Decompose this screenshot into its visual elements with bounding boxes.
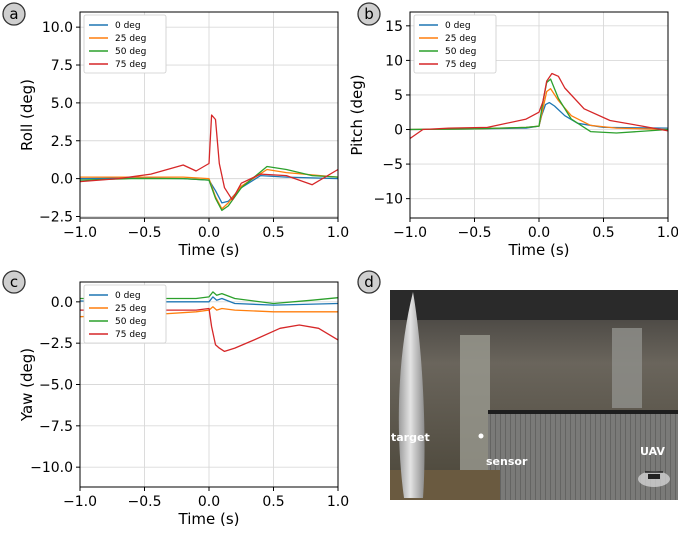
panel-b-y-tick-label: 5 xyxy=(394,88,403,104)
panel-b-y-tick-label: −5 xyxy=(382,157,403,173)
panel-b-badge: b xyxy=(357,2,381,26)
panel-b-x-tick-label: 1.0 xyxy=(657,225,678,241)
panel-c-y-tick-label: −10.0 xyxy=(30,460,73,476)
panel-b-legend: 0 deg 25 deg 50 deg 75 deg xyxy=(413,14,497,74)
panel-a-badge: a xyxy=(2,2,26,26)
panel-c-legend-box xyxy=(83,284,167,344)
panel-b-y-tick-label: 10 xyxy=(385,53,403,69)
panel-b-x-tick-label: −0.5 xyxy=(458,225,492,241)
panel-c-legend-label: 50 deg xyxy=(115,317,146,327)
panel-b-frame xyxy=(409,11,669,219)
panel-a-frame xyxy=(79,11,339,219)
panel-b-series-2 xyxy=(409,78,669,134)
panel-b-x-tick-label: 0.0 xyxy=(528,225,550,241)
panel-c-y-axis-label: Yaw (deg) xyxy=(18,348,36,422)
panel-b-legend-label: 75 deg xyxy=(445,60,476,70)
duct xyxy=(460,335,490,495)
panel-c-y-tick-label: −2.5 xyxy=(39,336,73,352)
panel-a-y-axis-label: Roll (deg) xyxy=(18,79,36,151)
panel-a-series-3 xyxy=(79,114,339,201)
panel-a-series-1 xyxy=(80,168,339,210)
panel-a-x-axis-label: Time (s) xyxy=(178,241,240,259)
panel-a-y-tick-label: −2.5 xyxy=(39,209,73,225)
panel-d-photo: target sensor UAV xyxy=(390,290,678,500)
panel-b-legend-label: 25 deg xyxy=(445,34,476,44)
duct-right xyxy=(612,328,642,408)
svg-text:c: c xyxy=(10,273,18,291)
panel-b-x-axis-label: Time (s) xyxy=(508,241,570,259)
panel-c-y-tick-label: −5.0 xyxy=(39,378,73,394)
panel-c-badge: c xyxy=(2,270,26,294)
panel-a-x-tick-label: −1.0 xyxy=(63,225,97,241)
panel-a-x-tick-label: 0.0 xyxy=(198,225,220,241)
panel-c-frame xyxy=(79,281,339,488)
panel-a-x-tick-label: 1.0 xyxy=(327,225,349,241)
panel-b-y-tick-label: 15 xyxy=(385,19,403,35)
panel-c-y-tick-label: 0.0 xyxy=(51,295,73,311)
sensor-dot xyxy=(478,433,484,439)
panel-b: −1.0 −0.5 0.0 0.5 1.0 −10 −5 0 5 10 15 0 deg 25 deg 5… xyxy=(348,11,678,259)
panel-d-badge: d xyxy=(357,270,381,294)
panel-c-series-1 xyxy=(79,306,338,318)
label-uav: UAV xyxy=(640,445,665,458)
panel-b-y-tick-label: 0 xyxy=(394,123,403,139)
panel-a-legend-label: 75 deg xyxy=(115,60,146,70)
panel-b-y-axis-label: Pitch (deg) xyxy=(348,74,366,155)
panel-a-legend-box xyxy=(83,14,167,74)
panel-b-legend-label: 50 deg xyxy=(445,47,476,57)
label-target: target xyxy=(391,431,430,444)
panel-b-series-3 xyxy=(409,72,669,140)
panel-c: −1.0 −0.5 0.0 0.5 1.0 0.0 −2.5 −5.0 −7.5 −10.0 0 d… xyxy=(18,281,349,528)
panel-b-legend-box xyxy=(413,14,497,74)
panel-a-y-tick-label: 0.0 xyxy=(51,172,73,188)
uav-icon xyxy=(645,471,663,479)
panel-a-series-2 xyxy=(79,165,339,212)
panel-c-x-tick-label: 0.0 xyxy=(198,494,220,510)
panel-c-series-3 xyxy=(80,307,339,353)
panel-a-y-tick-label: 7.5 xyxy=(51,58,73,74)
panel-a-x-tick-label: 0.5 xyxy=(262,225,284,241)
panel-c-series-0 xyxy=(79,296,339,306)
svg-text:b: b xyxy=(364,5,374,23)
ceiling xyxy=(390,290,678,320)
panel-c-legend-label: 75 deg xyxy=(115,330,146,340)
svg-text:d: d xyxy=(364,273,374,291)
panel-a-y-tick-label: 2.5 xyxy=(51,134,73,150)
target-nose-cone xyxy=(398,292,425,498)
panel-c-x-tick-label: 0.5 xyxy=(262,494,284,510)
label-sensor: sensor xyxy=(486,455,528,468)
panel-c-legend: 0 deg 25 deg 50 deg 75 deg xyxy=(83,284,167,344)
panel-a-legend-label: 50 deg xyxy=(115,47,146,57)
panel-a-legend-label: 25 deg xyxy=(115,34,146,44)
net-frame xyxy=(488,410,678,414)
panel-c-series-2 xyxy=(80,291,339,305)
panel-c-legend-label: 25 deg xyxy=(115,304,146,314)
panel-a: −1.0 −0.5 0.0 0.5 1.0 −2.5 0.0 2.5 5.0 7.5 10.0 0 d… xyxy=(18,11,349,259)
panel-c-y-tick-label: −7.5 xyxy=(39,419,73,435)
panel-b-y-tick-label: −10 xyxy=(373,192,403,208)
panel-a-legend: 0 deg 25 deg 50 deg 75 deg xyxy=(83,14,167,74)
panel-a-y-tick-label: 5.0 xyxy=(51,96,73,112)
panel-b-x-tick-label: −1.0 xyxy=(393,225,427,241)
panel-a-x-tick-label: −0.5 xyxy=(128,225,162,241)
panel-b-legend-label: 0 deg xyxy=(445,21,471,31)
panel-c-x-tick-label: −1.0 xyxy=(63,494,97,510)
panel-a-legend-label: 0 deg xyxy=(115,21,141,31)
panel-c-x-tick-label: −0.5 xyxy=(128,494,162,510)
panel-c-x-tick-label: 1.0 xyxy=(327,494,349,510)
panel-c-legend-label: 0 deg xyxy=(115,291,141,301)
panel-a-y-tick-label: 10.0 xyxy=(42,20,73,36)
panel-c-x-axis-label: Time (s) xyxy=(178,510,240,528)
svg-text:a: a xyxy=(9,5,18,23)
panel-b-x-tick-label: 0.5 xyxy=(592,225,614,241)
